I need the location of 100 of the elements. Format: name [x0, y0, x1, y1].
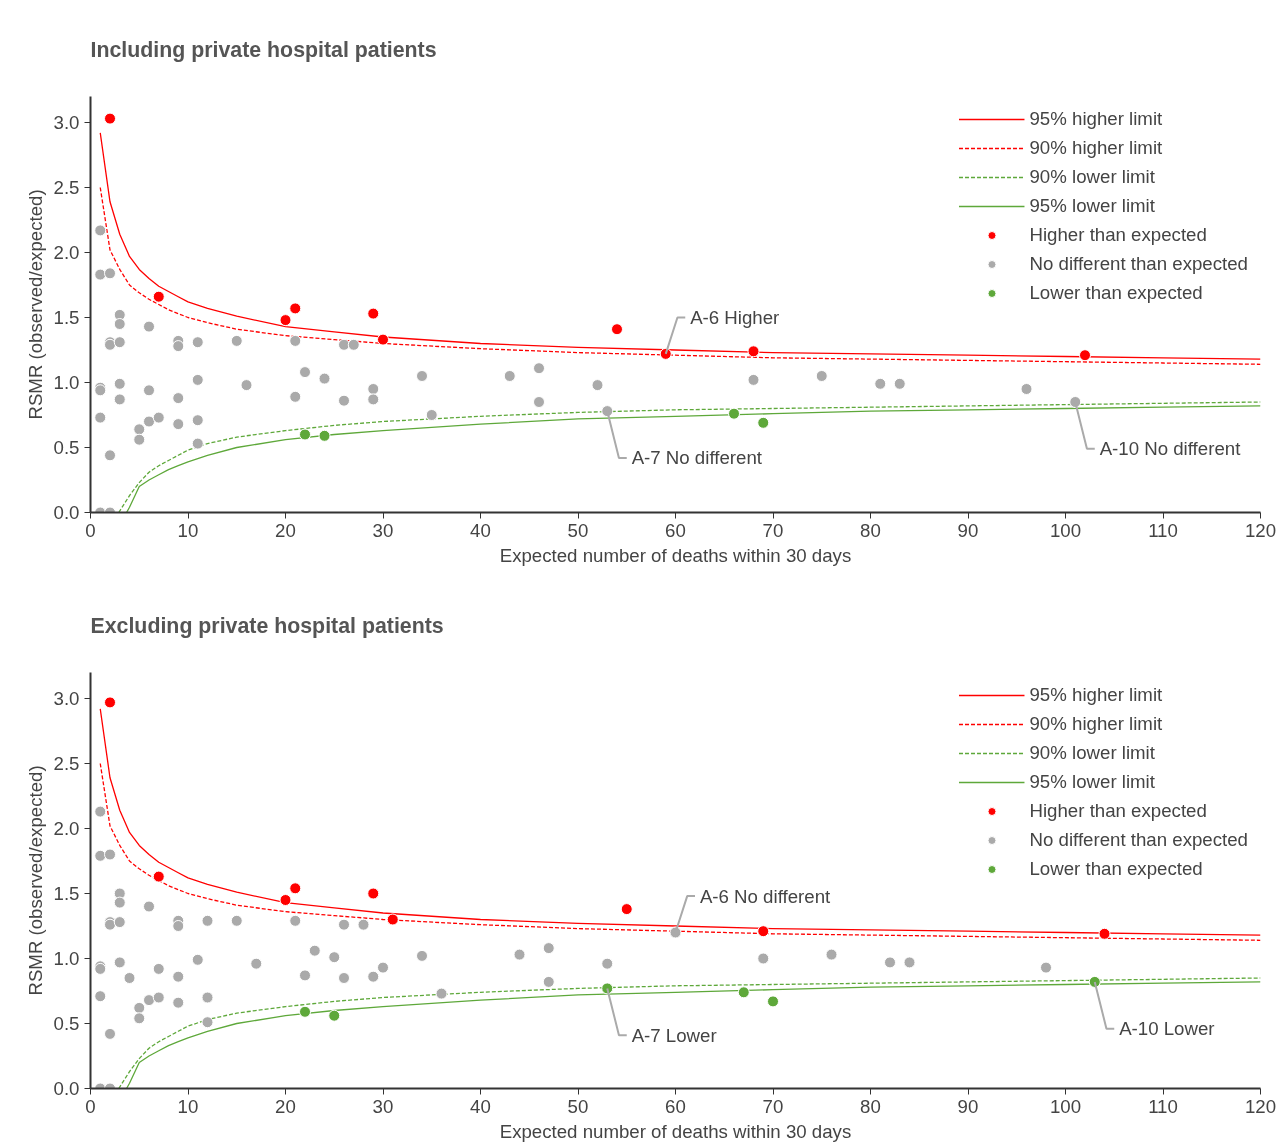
point — [172, 340, 185, 353]
point — [737, 986, 750, 999]
chart-title: Excluding private hospital patients — [90, 613, 444, 638]
point — [289, 882, 302, 895]
point — [767, 995, 779, 1008]
x-tick-label: 100 — [1049, 519, 1082, 541]
point — [884, 956, 896, 969]
point — [503, 370, 516, 382]
point — [152, 962, 165, 975]
point — [513, 948, 526, 961]
point — [289, 390, 302, 403]
x-tick-label: 90 — [957, 1095, 979, 1117]
point — [152, 290, 165, 303]
point — [367, 307, 380, 320]
point — [113, 393, 126, 406]
point — [133, 1001, 146, 1014]
line-series — [99, 762, 1261, 941]
point — [94, 805, 107, 818]
y-tick-label: 0.5 — [53, 437, 80, 458]
y-tick-label: 2.5 — [53, 753, 80, 774]
point — [542, 942, 555, 955]
legend-label: 90% higher limit — [1029, 137, 1163, 159]
point — [172, 418, 185, 431]
point — [1020, 383, 1033, 395]
point — [133, 1012, 146, 1025]
point — [143, 900, 155, 913]
point — [601, 957, 614, 970]
point — [338, 918, 350, 931]
point — [377, 961, 389, 974]
x-tick-label: 50 — [567, 519, 589, 541]
point — [318, 429, 331, 442]
point — [874, 377, 887, 390]
point — [152, 991, 165, 1004]
point — [113, 916, 126, 929]
point — [328, 951, 341, 964]
y-tick-label: 1.0 — [53, 372, 80, 393]
point — [533, 396, 545, 408]
x-tick-label: 0 — [85, 1095, 96, 1117]
point — [230, 334, 243, 347]
point — [143, 415, 155, 428]
point — [299, 969, 311, 982]
point — [747, 345, 760, 358]
point — [1098, 927, 1111, 940]
line-series — [99, 186, 1261, 365]
point — [289, 334, 302, 347]
point — [191, 336, 204, 349]
legend-label: 95% higher limit — [1029, 108, 1163, 130]
point — [1069, 396, 1082, 408]
point — [152, 870, 165, 883]
point — [172, 970, 185, 983]
y-tick-label: 2.0 — [53, 242, 80, 263]
annotation: A-6 Higher — [690, 307, 780, 328]
point — [757, 416, 770, 429]
point — [113, 956, 126, 969]
point — [104, 696, 116, 709]
point — [299, 428, 311, 441]
point — [601, 405, 614, 418]
point — [425, 409, 438, 421]
y-tick-label: 1.5 — [53, 307, 80, 328]
point — [191, 414, 204, 427]
y-tick-label: 2.5 — [53, 177, 80, 198]
point — [591, 379, 604, 392]
legend-label: 95% higher limit — [1029, 684, 1163, 706]
point — [113, 377, 126, 390]
y-tick-label: 2.0 — [53, 818, 80, 839]
x-tick-label: 30 — [372, 1095, 394, 1117]
annotation: A-7 Lower — [631, 1024, 717, 1046]
x-tick-label: 90 — [957, 519, 979, 541]
annotation: A-7 No different — [631, 447, 763, 469]
point — [533, 362, 545, 375]
point — [1040, 961, 1052, 974]
x-tick-label: 100 — [1049, 1095, 1082, 1117]
point — [1079, 349, 1091, 362]
point — [113, 896, 126, 909]
point — [133, 433, 146, 446]
point — [201, 914, 214, 927]
annotation: A-6 No different — [699, 885, 832, 907]
legend-label: No different than expected — [1029, 253, 1248, 275]
point — [825, 948, 838, 961]
legend-label: No different than expected — [1029, 829, 1248, 851]
point — [143, 994, 155, 1007]
legend-label: 95% lower limit — [1029, 771, 1155, 793]
point — [620, 903, 633, 916]
legend-label: 90% lower limit — [1029, 166, 1155, 188]
point — [250, 957, 263, 970]
chart-title: Including private hospital patients — [90, 37, 437, 62]
x-axis-title: Expected number of deaths within 30 days — [499, 1120, 852, 1142]
point — [757, 925, 770, 938]
point — [669, 926, 682, 939]
point — [94, 990, 107, 1003]
x-tick-label: 110 — [1148, 519, 1178, 541]
point — [143, 384, 155, 397]
y-tick-label: 1.5 — [53, 883, 80, 904]
point — [367, 393, 380, 406]
point — [542, 975, 555, 988]
y-tick-label: 1.0 — [53, 948, 80, 969]
y-tick-label: 3.0 — [53, 688, 80, 709]
point — [757, 952, 770, 965]
point — [240, 379, 253, 392]
x-tick-label: 40 — [470, 1095, 491, 1117]
